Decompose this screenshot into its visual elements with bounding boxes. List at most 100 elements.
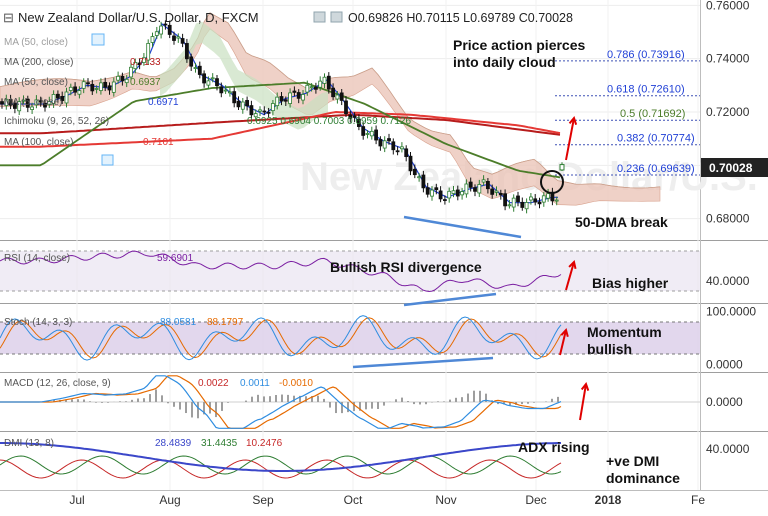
candle-body — [129, 66, 133, 78]
ma100-line — [0, 110, 561, 148]
candle-body — [425, 187, 430, 195]
candle-body — [253, 113, 258, 118]
candle-body — [477, 184, 482, 194]
candle-body — [73, 86, 77, 93]
macd-line — [0, 375, 562, 429]
candle-body — [180, 38, 185, 44]
candle-body — [460, 191, 465, 196]
candle-body — [438, 190, 443, 200]
candle-body — [227, 91, 232, 94]
candle-body — [305, 84, 310, 93]
candle-body — [197, 65, 202, 75]
candle-body — [124, 78, 129, 84]
candle-body — [0, 101, 4, 105]
visibility-icon[interactable] — [313, 11, 326, 23]
candle-body — [137, 62, 142, 66]
rsi-layer — [0, 250, 700, 293]
candle-body — [163, 23, 168, 26]
fib-label: 0.5 (0.71692) — [620, 108, 685, 120]
candle-body — [258, 109, 262, 112]
candle-body — [60, 95, 65, 101]
candle-body — [176, 36, 181, 39]
candle-body — [417, 176, 422, 179]
price-tick-label: 0.74000 — [706, 52, 750, 66]
candle-body — [516, 195, 520, 203]
rsi-tick-label: 40.0000 — [706, 274, 750, 288]
price-divergence-line — [403, 215, 522, 239]
candle-body — [326, 75, 331, 90]
stoch-band — [0, 322, 700, 354]
candle-body — [215, 78, 219, 87]
adx-value: 28.4839 — [155, 438, 192, 449]
annotation-adx-rising: ADX rising — [518, 439, 590, 455]
candle-body — [107, 85, 112, 91]
candle-body — [150, 36, 155, 43]
candle-body — [468, 181, 473, 188]
arrow-price-up-head — [568, 115, 578, 125]
candle-body — [206, 80, 211, 86]
candle-body — [533, 198, 538, 203]
candle-body — [184, 43, 189, 60]
legend-ma-text: MA (200, close) — [4, 57, 73, 68]
candle-body — [507, 204, 512, 207]
candle-body — [464, 183, 469, 195]
candle-body — [524, 202, 529, 210]
candle-body — [404, 148, 409, 158]
settings-icon[interactable] — [101, 154, 114, 166]
candle-body — [103, 81, 108, 88]
annotation-cloud: Price action pierces into daily cloud — [453, 37, 586, 70]
annotation-bias-higher: Bias higher — [592, 275, 669, 291]
candle-body — [279, 96, 284, 102]
rsi-legend: RSI (14, close) — [4, 253, 70, 264]
candle-body — [275, 96, 280, 107]
symbol-title: New Zealand Dollar/U.S. Dollar, D, FXCM — [18, 10, 259, 25]
time-tick-label: 2018 — [595, 493, 622, 507]
dmi-pane[interactable] — [0, 434, 700, 489]
time-tick-label: Aug — [159, 493, 180, 507]
candle-body — [412, 168, 417, 176]
candle-body — [421, 174, 426, 189]
candle-body — [369, 130, 374, 137]
candle-body — [172, 35, 176, 41]
macd-value: 0.0022 — [198, 378, 229, 389]
dmi-legend: DMI (13, 8) — [4, 438, 54, 449]
time-tick-label: Oct — [344, 493, 363, 507]
candle-body — [120, 75, 125, 82]
annotation-layer: Price action pierces into daily cloud 50-D… — [330, 37, 680, 486]
candle-body — [322, 76, 327, 84]
candle-body — [111, 81, 116, 93]
candle-body — [68, 86, 73, 91]
settings-icon[interactable] — [330, 11, 343, 23]
price-tag-bg — [701, 158, 768, 177]
candle-body — [210, 77, 215, 80]
settings-icon[interactable] — [91, 33, 105, 46]
arrow-macd-up — [579, 383, 587, 421]
candle-body — [339, 92, 344, 101]
candle-body — [348, 114, 353, 119]
candle-body — [17, 101, 22, 112]
candle-body — [344, 100, 348, 115]
price-tick-label: 0.76000 — [706, 0, 750, 12]
annotation-dmi-dominance: +ve DMI dominance — [606, 453, 680, 486]
time-tick-label: Dec — [525, 493, 546, 507]
legend-ma-text: MA (5, close) — [4, 97, 62, 108]
annotation-rsi-divergence: Bullish RSI divergence — [330, 259, 482, 275]
annotation-momentum-bullish: Momentum bullish — [587, 324, 662, 357]
header: ⊟ New Zealand Dollar/U.S. Dollar, D, FXC… — [3, 10, 573, 25]
legend-ichimoku-text: Ichimoku (9, 26, 52, 26) — [4, 116, 109, 127]
candle-body — [498, 192, 503, 196]
candle-body — [395, 150, 400, 153]
macd-legend: MACD (12, 26, close, 9) — [4, 378, 111, 389]
rsi-divergence-line — [403, 292, 497, 307]
macd-layer — [0, 375, 700, 429]
candle-body — [485, 181, 490, 190]
candle-body — [219, 86, 224, 94]
candle-body — [38, 100, 43, 103]
price-tag-label: 0.70028 — [709, 161, 753, 175]
price-tick-label: 0.72000 — [706, 105, 750, 119]
candle-body — [387, 138, 391, 142]
collapse-icon[interactable]: ⊟ — [3, 10, 14, 25]
candle-body — [133, 62, 138, 70]
axis-labels: 0.76000 0.74000 0.72000 0.68000 Jul Aug Sep Oct… — [69, 0, 756, 507]
time-tick-label: Jul — [69, 493, 84, 507]
